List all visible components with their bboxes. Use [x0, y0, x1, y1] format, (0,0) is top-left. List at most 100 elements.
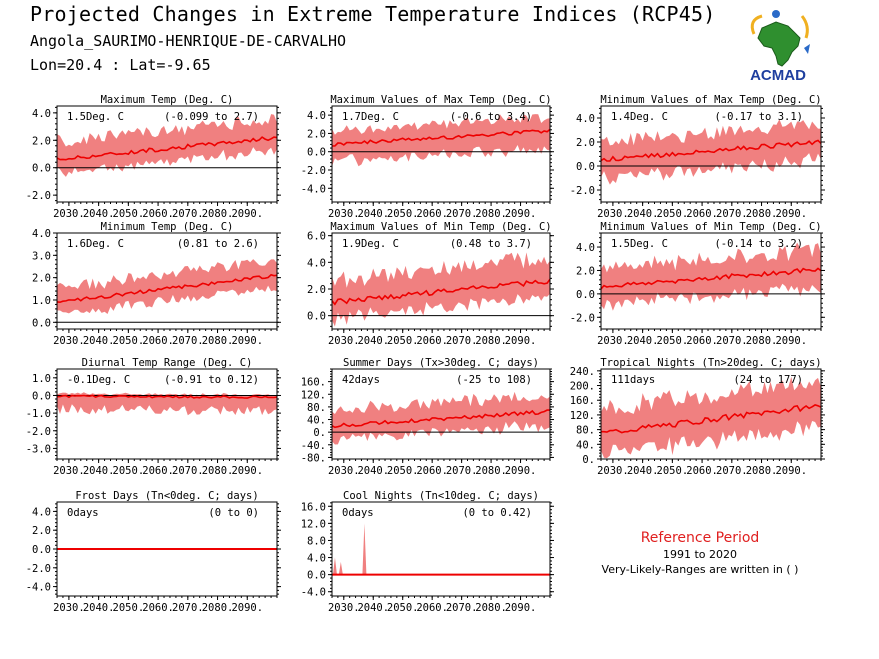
y-tick-label: 2.0 [32, 135, 51, 147]
reference-period-title: Reference Period [640, 530, 760, 546]
chart-panel-7: 1.00.0-1.0-2.0-3.02030.2040.2050.2060.20… [26, 357, 281, 477]
y-tick-label: -3.0 [26, 443, 51, 455]
x-tick-label: 2030. [53, 602, 85, 614]
x-tick-label: 2090. [505, 602, 537, 614]
y-tick-label: -2.0 [570, 185, 595, 197]
x-tick-label: 2080. [746, 465, 778, 477]
x-tick-label: 2070. [446, 208, 478, 220]
chart-title: Minimum Temp (Deg. C) [101, 221, 234, 233]
uncertainty-band [332, 114, 550, 167]
y-tick-label: 2.0 [32, 525, 51, 537]
x-tick-label: 2040. [83, 335, 115, 347]
likely-range-label: (0.48 to 3.7) [450, 238, 532, 250]
reference-period-years: 1991 to 2020 [662, 548, 738, 561]
projected-change-label: 1.5Deg. C [67, 111, 124, 123]
y-tick-label: 0.0 [307, 147, 326, 159]
x-tick-label: 2060. [416, 208, 448, 220]
median-line [56, 394, 278, 399]
chart-title: Maximum Values of Max Temp (Deg. C) [330, 94, 551, 106]
x-tick-label: 2090. [505, 335, 537, 347]
projected-change-label: 0days [342, 507, 374, 519]
y-tick-label: 0.0 [576, 289, 595, 301]
x-tick-label: 2090. [505, 208, 537, 220]
projected-change-label: 1.5Deg. C [611, 238, 668, 250]
likely-range-label: (24 to 177) [733, 374, 803, 386]
projected-change-label: -0.1Deg. C [67, 374, 130, 386]
x-tick-label: 2060. [416, 465, 448, 477]
x-tick-label: 2060. [142, 465, 174, 477]
y-tick-label: 40. [576, 439, 595, 451]
x-tick-label: 2030. [597, 465, 629, 477]
x-tick-label: 2030. [328, 465, 360, 477]
x-tick-label: 2070. [172, 335, 204, 347]
x-tick-label: 2030. [328, 208, 360, 220]
x-tick-label: 2050. [113, 602, 145, 614]
y-tick-label: 0.0 [307, 311, 326, 323]
x-tick-label: 2090. [775, 335, 807, 347]
x-tick-label: 2090. [231, 335, 263, 347]
x-tick-label: 2040. [83, 208, 115, 220]
likely-range-label: (-0.17 to 3.1) [714, 111, 803, 123]
y-tick-label: 4.0 [307, 553, 326, 565]
projected-change-label: 1.6Deg. C [67, 238, 124, 250]
x-tick-label: 2060. [416, 602, 448, 614]
page-title: Projected Changes in Extreme Temperature… [30, 2, 716, 26]
y-tick-label: 0.0 [32, 317, 51, 329]
y-tick-label: 80. [307, 402, 326, 414]
chart-panel-1: 4.02.00.0-2.02030.2040.2050.2060.2070.20… [26, 94, 281, 220]
y-tick-label: -40. [301, 440, 326, 452]
median-line [331, 409, 550, 429]
x-tick-label: 2050. [657, 335, 689, 347]
x-tick-label: 2090. [231, 208, 263, 220]
median-line [56, 136, 278, 161]
median-line [601, 404, 822, 434]
likely-range-label: (-0.14 to 3.2) [714, 238, 803, 250]
y-tick-label: 0. [313, 427, 326, 439]
y-tick-label: 0.0 [32, 390, 51, 402]
y-tick-label: 1.0 [32, 373, 51, 385]
x-tick-label: 2080. [202, 208, 234, 220]
x-tick-label: 2070. [716, 208, 748, 220]
median-line [600, 139, 822, 162]
x-tick-label: 2090. [775, 465, 807, 477]
likely-range-label: (0 to 0) [208, 507, 259, 519]
x-tick-label: 2040. [83, 602, 115, 614]
chart-title: Summer Days (Tx>30deg. C; days) [343, 357, 539, 369]
y-tick-label: 160. [570, 395, 595, 407]
chart-panel-4: 4.0 3.0 2.0 1.0 0.02030.2040.2050.2060.2070.… [32, 221, 281, 347]
x-tick-label: 2080. [746, 208, 778, 220]
x-tick-label: 2080. [202, 602, 234, 614]
y-tick-label: 240. [570, 366, 595, 378]
y-tick-label: 4.0 [32, 108, 51, 120]
station-coordinates: Lon=20.4 : Lat=-9.65 [30, 56, 211, 74]
plot-frame [600, 105, 822, 203]
x-tick-label: 2030. [597, 335, 629, 347]
plot-frame [56, 105, 278, 203]
uncertainty-band [57, 392, 277, 416]
uncertainty-band [57, 114, 277, 177]
chart-title: Cool Nights (Tn<10deg. C; days) [343, 490, 539, 502]
chart-panel-3: 4.02.00.0-2.02030.2040.2050.2060.2070.20… [570, 94, 825, 220]
uncertainty-band [601, 242, 821, 311]
y-tick-label: -80. [301, 452, 326, 464]
chart-title: Diurnal Temp Range (Deg. C) [82, 357, 253, 369]
x-tick-label: 2070. [716, 335, 748, 347]
x-tick-label: 2070. [172, 465, 204, 477]
x-tick-label: 2050. [387, 335, 419, 347]
x-tick-label: 2030. [597, 208, 629, 220]
x-tick-label: 2060. [686, 335, 718, 347]
y-tick-label: 2.0 [307, 128, 326, 140]
y-tick-label: -1.0 [26, 408, 51, 420]
y-tick-label: 2.0 [307, 284, 326, 296]
y-tick-label: 160. [301, 377, 326, 389]
x-tick-label: 2040. [357, 335, 389, 347]
x-tick-label: 2050. [657, 465, 689, 477]
y-tick-label: 0. [582, 454, 595, 466]
plot-frame [331, 232, 551, 330]
x-tick-label: 2080. [202, 335, 234, 347]
likely-range-label: (-0.91 to 0.12) [164, 374, 259, 386]
y-tick-label: 3.0 [32, 250, 51, 262]
median-line [331, 278, 551, 306]
chart-title: Tropical Nights (Tn>20deg. C; days) [600, 357, 821, 369]
x-tick-label: 2090. [505, 465, 537, 477]
